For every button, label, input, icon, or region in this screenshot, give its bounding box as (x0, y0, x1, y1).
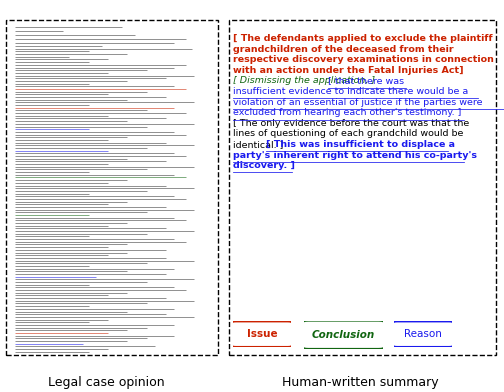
Text: Conclusion: Conclusion (312, 330, 375, 340)
Text: Issue: Issue (246, 329, 277, 339)
Text: violation of an essential of justice if the parties were: violation of an essential of justice if … (233, 98, 482, 107)
Text: party's inherent right to attend his co-party's: party's inherent right to attend his co-… (233, 151, 477, 160)
Text: Reason: Reason (404, 329, 442, 339)
Text: insufficient evidence to indicate there would be a: insufficient evidence to indicate there … (233, 87, 468, 96)
Text: excluded from hearing each other's testimony. ]: excluded from hearing each other's testi… (233, 108, 461, 117)
Text: [ that there was: [ that there was (328, 76, 404, 85)
Text: [ The defendants applied to exclude the plaintiff: [ The defendants applied to exclude the … (233, 34, 492, 43)
Text: [ This was insufficient to displace a: [ This was insufficient to displace a (266, 140, 455, 149)
Text: discovery. ]: discovery. ] (233, 161, 295, 170)
Text: Legal case opinion: Legal case opinion (47, 376, 164, 389)
Text: with an action under the Fatal Injuries Act]: with an action under the Fatal Injuries … (233, 66, 464, 75)
Text: grandchildren of the deceased from their: grandchildren of the deceased from their (233, 45, 454, 54)
Text: respective discovery examinations in connection: respective discovery examinations in con… (233, 55, 494, 64)
Text: lines of questioning of each grandchild would be: lines of questioning of each grandchild … (233, 129, 463, 138)
Text: identical. ]: identical. ] (233, 140, 283, 149)
Text: [ Dismissing the application, ]: [ Dismissing the application, ] (233, 76, 375, 85)
Text: Human-written summary: Human-written summary (282, 376, 438, 389)
Text: [ The only evidence before the court was that the: [ The only evidence before the court was… (233, 119, 469, 128)
